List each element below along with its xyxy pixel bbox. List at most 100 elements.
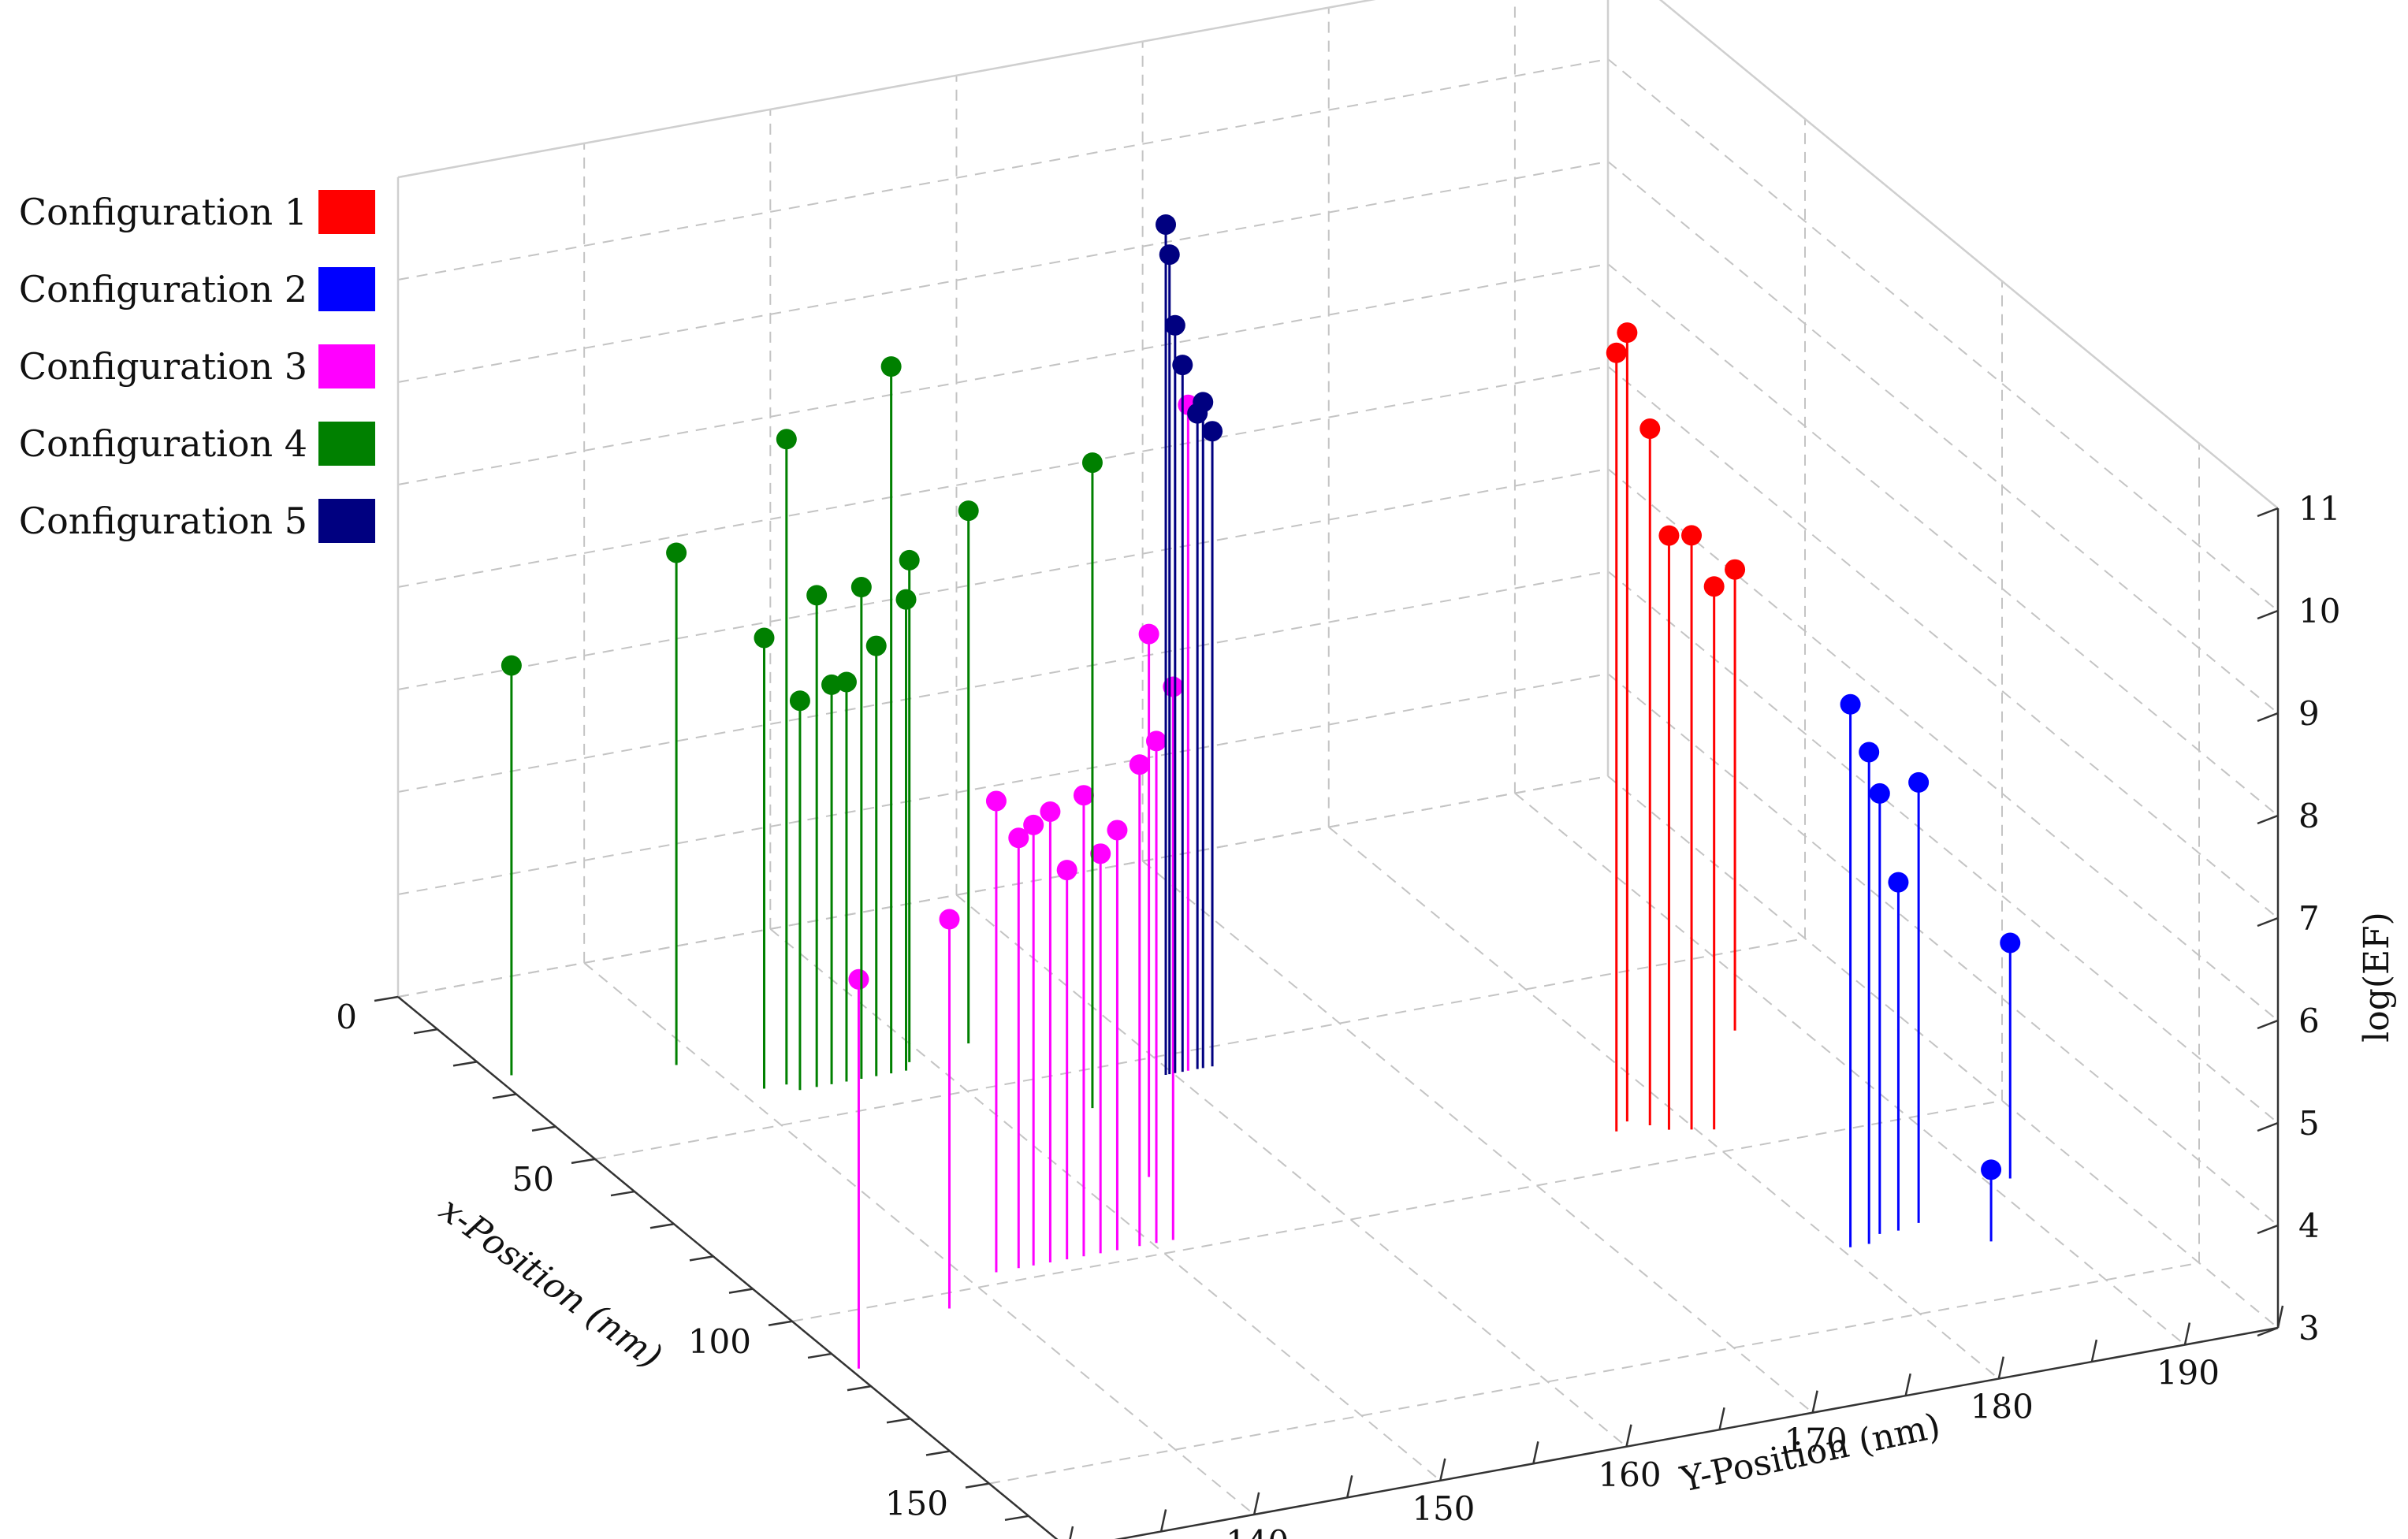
legend-item-configuration-2: Configuration 2 <box>14 251 375 328</box>
y-tick <box>2183 1322 2191 1345</box>
back-wall-grid-line <box>397 366 1609 588</box>
marker-configuration-2 <box>1859 742 1880 763</box>
y-tick <box>1346 1475 1353 1498</box>
y-axis-line <box>1114 1326 2279 1539</box>
y-tick <box>1625 1424 1632 1448</box>
grid-layer <box>397 0 2279 1539</box>
z-axis-label: log(EF) <box>2357 912 2397 1043</box>
marker-configuration-5 <box>1159 244 1180 266</box>
x-tick-label: 50 <box>512 1160 554 1199</box>
data-stems <box>501 214 2021 1369</box>
y-tick <box>1252 1492 1260 1515</box>
y-axis-label: Y-Position (nm) <box>1677 1406 1944 1500</box>
y-tick <box>1532 1441 1539 1464</box>
marker-configuration-3 <box>1023 814 1044 835</box>
floor-grid-line <box>769 928 1441 1481</box>
marker-configuration-2 <box>1888 872 1909 893</box>
z-tick-label: 6 <box>2298 1002 2320 1040</box>
right-wall-grid-line <box>1607 58 2279 612</box>
axes-box <box>396 0 2280 1539</box>
marker-configuration-4 <box>754 627 775 649</box>
legend-swatch <box>318 499 375 543</box>
marker-configuration-3 <box>1129 754 1150 775</box>
y-tick <box>1439 1458 1446 1481</box>
legend-swatch <box>318 344 375 388</box>
legend-swatch <box>318 267 375 311</box>
marker-configuration-3 <box>1107 820 1128 841</box>
marker-configuration-3 <box>1163 676 1184 697</box>
legend-label: Configuration 1 <box>18 191 307 233</box>
legend-item-configuration-3: Configuration 3 <box>14 328 375 405</box>
axis-ticks: 0501001501301401501601701801903456789101… <box>336 489 2340 1539</box>
z-tick-label: 10 <box>2298 592 2340 630</box>
x-axis-label: x-Position (nm) <box>432 1189 669 1377</box>
right-wall-grid-line <box>1607 366 2279 919</box>
y-tick-label: 170 <box>1785 1422 1848 1460</box>
marker-configuration-5 <box>1164 314 1185 336</box>
floor-grid-line <box>583 962 1255 1515</box>
floor-grid-line <box>1514 792 2186 1346</box>
marker-configuration-4 <box>666 542 687 563</box>
z-tick <box>2257 1121 2279 1132</box>
marker-configuration-5 <box>1202 421 1223 442</box>
x-tick-label: 100 <box>688 1322 751 1361</box>
marker-configuration-2 <box>1908 771 1930 793</box>
z-tick-label: 11 <box>2298 489 2340 528</box>
floor-grid-line <box>1328 826 2000 1380</box>
x-tick <box>492 1093 517 1099</box>
right-wall-grid-line <box>1607 161 2279 714</box>
back-wall-grid-line <box>397 58 1609 281</box>
z-tick <box>2257 1224 2279 1235</box>
y-tick <box>1159 1509 1167 1532</box>
marker-configuration-4 <box>958 500 979 522</box>
marker-configuration-1 <box>1606 342 1627 363</box>
marker-configuration-1 <box>1639 418 1661 439</box>
z-tick-label: 7 <box>2298 899 2320 938</box>
legend: Configuration 1 Configuration 2 Configur… <box>14 173 375 559</box>
x-tick <box>610 1190 635 1197</box>
marker-configuration-4 <box>776 429 797 450</box>
marker-configuration-3 <box>1040 801 1061 822</box>
x-tick <box>1004 1515 1029 1522</box>
marker-configuration-3 <box>939 909 960 930</box>
floor-grid-line <box>1141 860 1814 1414</box>
y-tick <box>1069 1526 1074 1539</box>
marker-configuration-3 <box>848 968 869 990</box>
z-tick-label: 5 <box>2298 1104 2320 1143</box>
z-tick <box>2257 916 2279 927</box>
marker-configuration-3 <box>1008 827 1029 849</box>
marker-configuration-4 <box>501 655 522 676</box>
z-tick-label: 9 <box>2298 694 2320 733</box>
z-tick <box>2257 712 2279 723</box>
marker-configuration-4 <box>865 635 887 656</box>
back-wall-grid-line <box>397 0 1375 178</box>
x-tick <box>807 1352 832 1359</box>
legend-label: Configuration 3 <box>18 345 307 388</box>
z-tick <box>2257 1326 2279 1337</box>
marker-configuration-4 <box>880 356 902 377</box>
marker-configuration-5 <box>1156 214 1177 235</box>
marker-configuration-1 <box>1681 525 1703 546</box>
marker-configuration-3 <box>985 790 1007 812</box>
y-tick <box>1718 1407 1725 1430</box>
marker-configuration-1 <box>1658 525 1680 546</box>
marker-configuration-3 <box>1073 785 1094 806</box>
legend-swatch <box>318 190 375 234</box>
right-wall-grid-line <box>1607 263 2279 816</box>
marker-configuration-1 <box>1617 322 1638 344</box>
z-tick <box>2257 1019 2279 1030</box>
z-tick-label: 8 <box>2298 797 2320 835</box>
x-tick-label: 150 <box>885 1485 948 1523</box>
legend-swatch <box>318 422 375 466</box>
right-wall-grid-line <box>1607 775 2279 1329</box>
floor-grid-line <box>791 1099 2003 1322</box>
x-tick-label: 0 <box>336 998 357 1036</box>
marker-configuration-1 <box>1703 576 1725 597</box>
marker-configuration-4 <box>1081 452 1103 474</box>
x-tick <box>571 1158 596 1165</box>
back-wall-grid-line <box>397 161 1609 383</box>
floor-grid-line <box>988 1262 2200 1485</box>
marker-configuration-5 <box>1172 355 1193 376</box>
legend-item-configuration-4: Configuration 4 <box>14 405 375 482</box>
